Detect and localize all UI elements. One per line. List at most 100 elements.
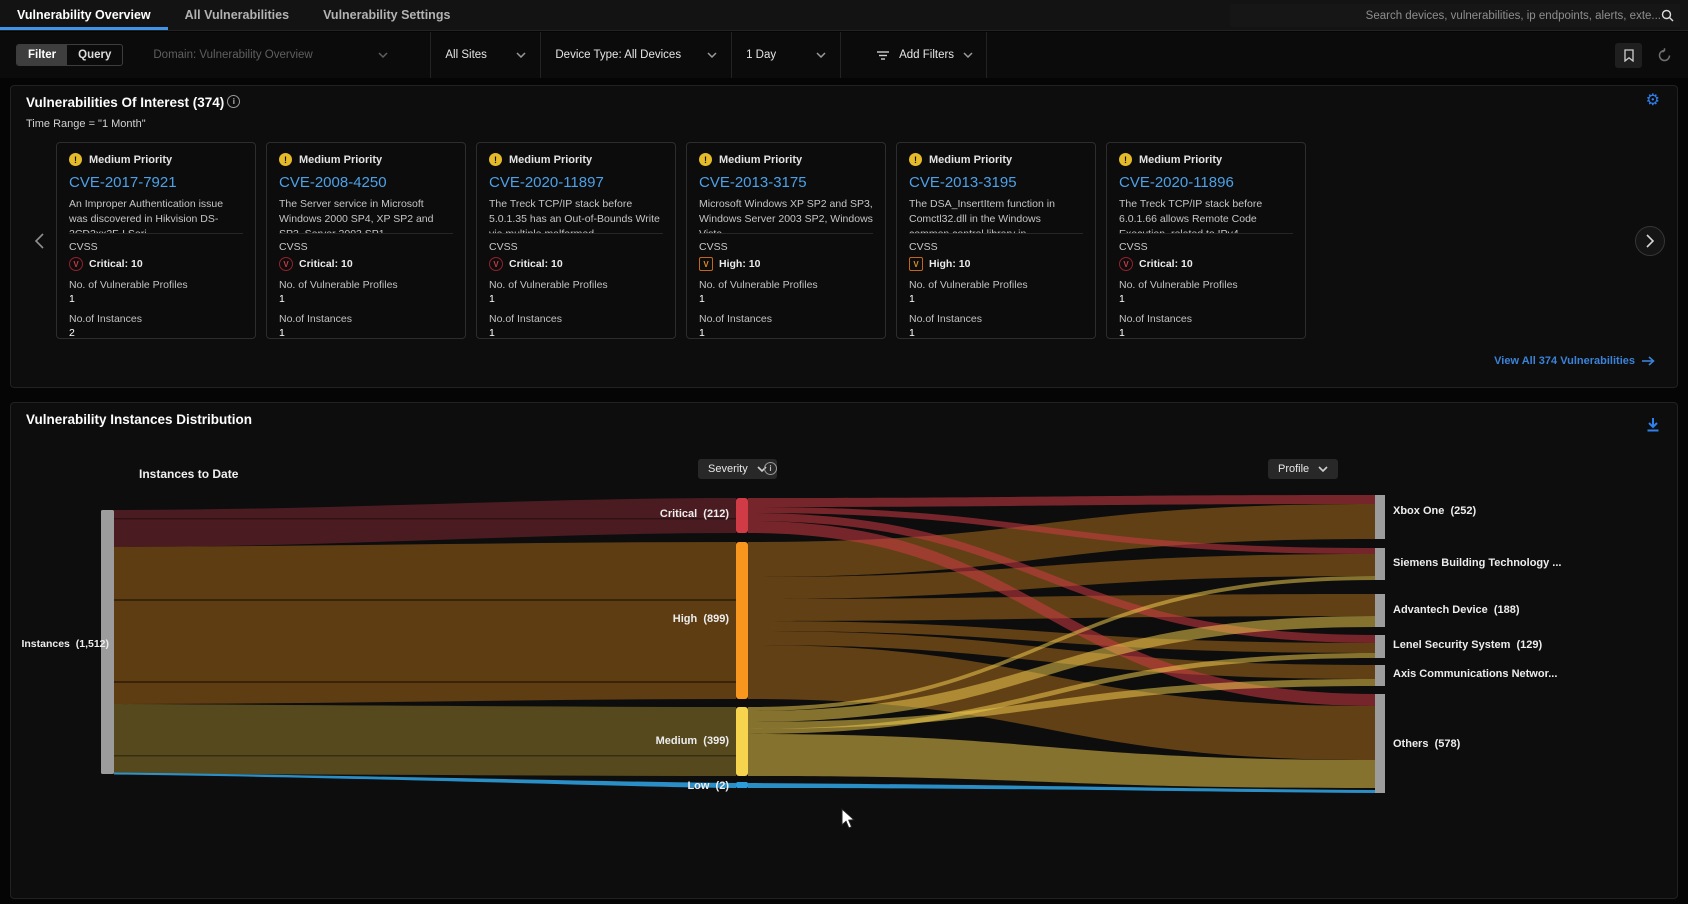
chevron-down-icon <box>816 52 826 58</box>
node-axis <box>1375 665 1385 686</box>
time-range-dropdown[interactable]: 1 Day <box>731 32 842 78</box>
profile-dropdown[interactable]: Profile <box>1268 459 1339 479</box>
view-all-link[interactable]: View All 374 Vulnerabilities <box>1494 355 1655 367</box>
cve-card[interactable]: Medium Priority CVE-2013-3175 Microsoft … <box>686 142 886 339</box>
node-high <box>736 542 748 699</box>
query-button[interactable]: Query <box>67 45 122 65</box>
carousel-prev-button[interactable] <box>35 233 44 249</box>
profiles-value: 1 <box>279 293 285 305</box>
priority-badge: Medium Priority <box>69 153 243 166</box>
profiles-label: No. of Vulnerable Profiles <box>489 279 608 291</box>
cve-description: Microsoft Windows XP SP2 and SP3, Window… <box>699 197 873 234</box>
cve-link[interactable]: CVE-2008-4250 <box>279 174 387 191</box>
instances-value: 1 <box>279 327 285 339</box>
cve-card[interactable]: Medium Priority CVE-2017-7921 An Imprope… <box>56 142 256 339</box>
cvss-severity: Critical: 10 <box>489 257 663 271</box>
priority-warning-icon <box>279 153 292 166</box>
cvss-severity: High: 10 <box>699 257 873 271</box>
severity-dropdown[interactable]: Severity <box>698 459 777 479</box>
search-icon[interactable] <box>1661 9 1674 22</box>
cve-card[interactable]: Medium Priority CVE-2020-11897 The Treck… <box>476 142 676 339</box>
priority-label: Medium Priority <box>929 153 1013 166</box>
sites-dropdown[interactable]: All Sites <box>430 32 540 78</box>
severity-dropdown-label: Severity <box>708 463 748 475</box>
chevron-down-icon <box>1318 466 1328 472</box>
tab-vulnerability-settings[interactable]: Vulnerability Settings <box>323 8 451 22</box>
voi-title-text: Vulnerabilities Of Interest (374) <box>26 95 225 110</box>
cvss-label: CVSS <box>1119 241 1148 253</box>
cve-card[interactable]: Medium Priority CVE-2013-3195 The DSA_In… <box>896 142 1096 339</box>
cvss-severity-label: High: 10 <box>929 258 971 270</box>
gear-icon[interactable] <box>1646 93 1660 109</box>
chevron-down-icon <box>516 52 526 58</box>
filter-button[interactable]: Filter <box>17 45 68 65</box>
flow-low-others <box>748 783 1375 793</box>
tab-all-vulnerabilities[interactable]: All Vulnerabilities <box>184 8 290 22</box>
instances-label: No.of Instances <box>1119 313 1192 325</box>
node-instances <box>101 510 114 774</box>
cve-description: The Treck TCP/IP stack before 6.0.1.66 a… <box>1119 197 1293 234</box>
priority-warning-icon <box>909 153 922 166</box>
instances-to-date-label: Instances to Date <box>139 467 239 481</box>
cve-link[interactable]: CVE-2013-3175 <box>699 174 807 191</box>
vulnerabilities-of-interest-panel: Vulnerabilities Of Interest (374) Time R… <box>10 85 1678 388</box>
flow-critical-xbox <box>748 495 1375 507</box>
profiles-label: No. of Vulnerable Profiles <box>69 279 188 291</box>
filter-bar: Filter Query Domain: Vulnerability Overv… <box>0 32 1688 78</box>
add-filters-label: Add Filters <box>899 49 955 61</box>
instances-value: 1 <box>699 327 705 339</box>
vulnerability-instances-distribution-panel: Vulnerability Instances Distribution Ins… <box>10 402 1678 899</box>
search-input[interactable] <box>1236 9 1661 22</box>
node-advantech <box>1375 594 1385 627</box>
priority-badge: Medium Priority <box>699 153 873 166</box>
instances-value: 2 <box>69 327 75 339</box>
cve-link[interactable]: CVE-2020-11896 <box>1119 174 1234 191</box>
flow-instances-high <box>114 542 736 704</box>
cvss-label: CVSS <box>489 241 518 253</box>
cvss-label: CVSS <box>69 241 98 253</box>
sankey-siemens-label: Siemens Building Technology ... <box>1393 557 1562 569</box>
cvss-label: CVSS <box>279 241 308 253</box>
profiles-value: 1 <box>1119 293 1125 305</box>
instances-value: 1 <box>1119 327 1125 339</box>
info-icon[interactable] <box>764 462 777 475</box>
device-type-dropdown-label: Device Type: All Devices <box>555 49 682 61</box>
sankey-diagram <box>101 495 1385 793</box>
cvss-severity: Critical: 10 <box>1119 257 1293 271</box>
cve-link[interactable]: CVE-2013-3195 <box>909 174 1017 191</box>
cvss-critical-icon <box>489 257 503 271</box>
cve-link[interactable]: CVE-2017-7921 <box>69 174 177 191</box>
flow-instances-medium <box>114 704 736 776</box>
cve-link[interactable]: CVE-2020-11897 <box>489 174 604 191</box>
cvss-high-icon <box>699 257 713 271</box>
cve-description: The Treck TCP/IP stack before 5.0.1.35 h… <box>489 197 663 234</box>
priority-badge: Medium Priority <box>489 153 663 166</box>
cve-card[interactable]: Medium Priority CVE-2008-4250 The Server… <box>266 142 466 339</box>
priority-label: Medium Priority <box>509 153 593 166</box>
sankey-high-label: High (899) <box>672 613 729 625</box>
cvss-critical-icon <box>279 257 293 271</box>
info-icon[interactable] <box>227 95 241 108</box>
global-search[interactable] <box>1230 4 1680 27</box>
download-button[interactable] <box>1646 417 1660 432</box>
profiles-value: 1 <box>69 293 75 305</box>
profiles-label: No. of Vulnerable Profiles <box>1119 279 1238 291</box>
bookmark-button[interactable] <box>1615 42 1642 68</box>
device-type-dropdown[interactable]: Device Type: All Devices <box>540 32 731 78</box>
cvss-severity-label: Critical: 10 <box>509 258 563 270</box>
cve-card-row: Medium Priority CVE-2017-7921 An Imprope… <box>56 142 1306 339</box>
instances-value: 1 <box>909 327 915 339</box>
tab-vulnerability-overview[interactable]: Vulnerability Overview <box>0 0 168 30</box>
download-icon <box>1647 418 1659 432</box>
reset-button[interactable] <box>1657 47 1672 63</box>
add-filters-dropdown[interactable]: Add Filters <box>863 32 988 78</box>
flow-instances-low <box>114 772 736 788</box>
chevron-down-icon <box>707 52 717 58</box>
domain-dropdown[interactable]: Domain: Vulnerability Overview <box>153 49 388 61</box>
carousel-next-button[interactable] <box>1635 226 1665 256</box>
cve-card[interactable]: Medium Priority CVE-2020-11896 The Treck… <box>1106 142 1306 339</box>
priority-badge: Medium Priority <box>1119 153 1293 166</box>
node-critical <box>736 498 748 533</box>
view-all-label: View All 374 Vulnerabilities <box>1494 355 1635 367</box>
filter-query-toggle: Filter Query <box>16 44 124 66</box>
